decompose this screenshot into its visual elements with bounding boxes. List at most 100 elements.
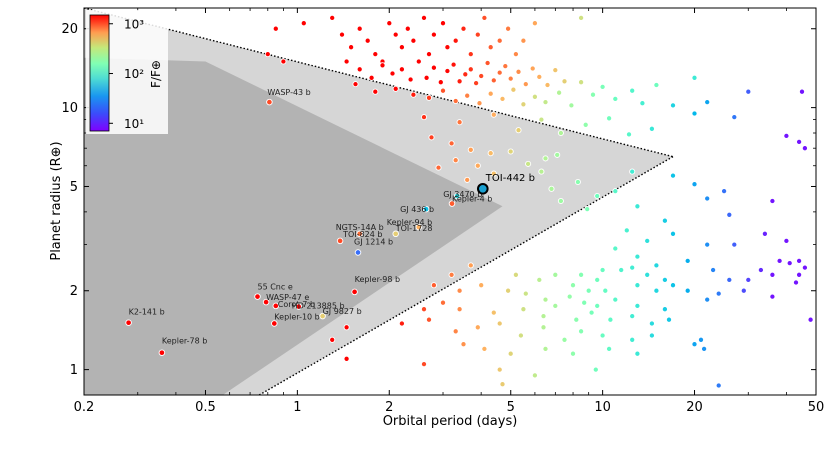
planet-point <box>425 94 433 101</box>
planet-point <box>783 132 790 139</box>
planet-point <box>420 361 428 368</box>
desert-boundaries <box>84 8 674 395</box>
x-tick-label: 0.2 <box>74 400 95 415</box>
planet-point <box>329 14 336 21</box>
planet-point <box>428 134 435 141</box>
planet-point <box>398 44 405 51</box>
planet-point <box>796 257 803 264</box>
planet-label: TOI-824 b <box>342 230 382 239</box>
planet-point <box>398 320 405 327</box>
planet-point <box>769 293 776 300</box>
planet-point <box>661 306 668 313</box>
planet-label: GJ 3470 b <box>443 190 482 199</box>
x-axis-ticks: 0.2 0.5 1 2 5 10 20 50 <box>74 8 824 415</box>
planet-point <box>372 88 379 95</box>
planet-point <box>487 90 494 97</box>
planet-point <box>589 91 597 98</box>
planet-point <box>653 81 660 89</box>
planet-point <box>684 257 691 264</box>
planet-point <box>540 313 547 320</box>
planet-point <box>807 316 814 323</box>
planet-point <box>300 20 307 27</box>
planet-point <box>356 66 363 73</box>
planet-point <box>592 366 599 373</box>
planet-point <box>661 217 668 224</box>
planet-point <box>710 266 717 274</box>
planet-point <box>691 181 698 188</box>
planet-point <box>531 372 538 379</box>
planet-point <box>557 197 564 205</box>
planet-point <box>548 185 555 192</box>
planet-point <box>425 316 433 323</box>
planet-point <box>452 97 459 105</box>
planet-label: GJ 9827 b <box>323 307 362 316</box>
planet-point <box>607 316 614 323</box>
planet-point <box>561 78 568 85</box>
planet-point <box>515 68 522 75</box>
y-tick-label: 1 <box>70 363 78 378</box>
planet-point <box>566 293 573 300</box>
planet-point <box>507 350 514 357</box>
highlight-label: TOI-442 b <box>485 173 535 184</box>
planet-label: TOI-1728 <box>395 224 433 233</box>
planet-point <box>456 119 463 126</box>
x-tick-label: 5 <box>507 400 515 415</box>
planet-point <box>460 25 467 32</box>
planet-point <box>568 102 575 109</box>
planet-point <box>629 87 636 94</box>
planet-point <box>761 230 768 237</box>
planet-point <box>538 168 545 175</box>
planet-point <box>435 164 442 171</box>
planet-point <box>536 73 543 80</box>
named-planet-point <box>262 298 270 306</box>
planet-label: Kepler-10 b <box>274 313 319 322</box>
planet-point <box>272 25 279 32</box>
planet-point <box>452 37 459 44</box>
planet-point <box>512 51 519 58</box>
planet-point <box>569 350 577 357</box>
planet-point <box>691 74 698 81</box>
planet-point <box>379 62 386 69</box>
planet-point <box>430 64 437 71</box>
planet-point <box>515 127 522 134</box>
desert-regions <box>84 8 673 395</box>
planet-point <box>487 150 494 157</box>
planet-point <box>612 296 619 303</box>
planet-point <box>629 336 636 343</box>
planet-point <box>505 25 512 32</box>
planet-point <box>499 95 506 102</box>
colorbar: 10³ 10² 10¹ F/F⊕ <box>86 10 168 134</box>
planet-point <box>612 188 619 195</box>
planet-point <box>456 287 463 294</box>
planet-point <box>410 37 417 44</box>
planet-point <box>499 381 506 388</box>
planet-point <box>578 271 585 278</box>
x-tick-label: 0.5 <box>195 400 216 415</box>
planet-point <box>490 170 497 177</box>
planet-point <box>726 276 733 283</box>
planet-point <box>520 101 527 108</box>
colorbar-tick-label: 10² <box>124 67 144 81</box>
planet-label: K2-141 b <box>129 308 165 317</box>
planet-point <box>343 355 350 362</box>
planet-point <box>573 316 580 323</box>
planet-point <box>639 100 646 107</box>
x-tick-label: 20 <box>686 400 703 415</box>
planet-point <box>801 264 808 271</box>
planet-point <box>481 14 488 21</box>
planet-point <box>520 37 527 44</box>
planet-point <box>542 296 549 303</box>
planet-point <box>538 116 545 123</box>
planet-point <box>704 195 711 202</box>
planet-point <box>552 302 559 309</box>
planet-point <box>612 95 619 102</box>
planet-point <box>348 44 355 51</box>
planet-point <box>769 197 776 205</box>
planet-point <box>599 332 606 339</box>
plot-frame <box>83 7 817 396</box>
planet-point <box>715 290 722 297</box>
planet-point <box>478 72 485 80</box>
planet-point <box>783 237 790 244</box>
planet-point <box>599 83 606 90</box>
